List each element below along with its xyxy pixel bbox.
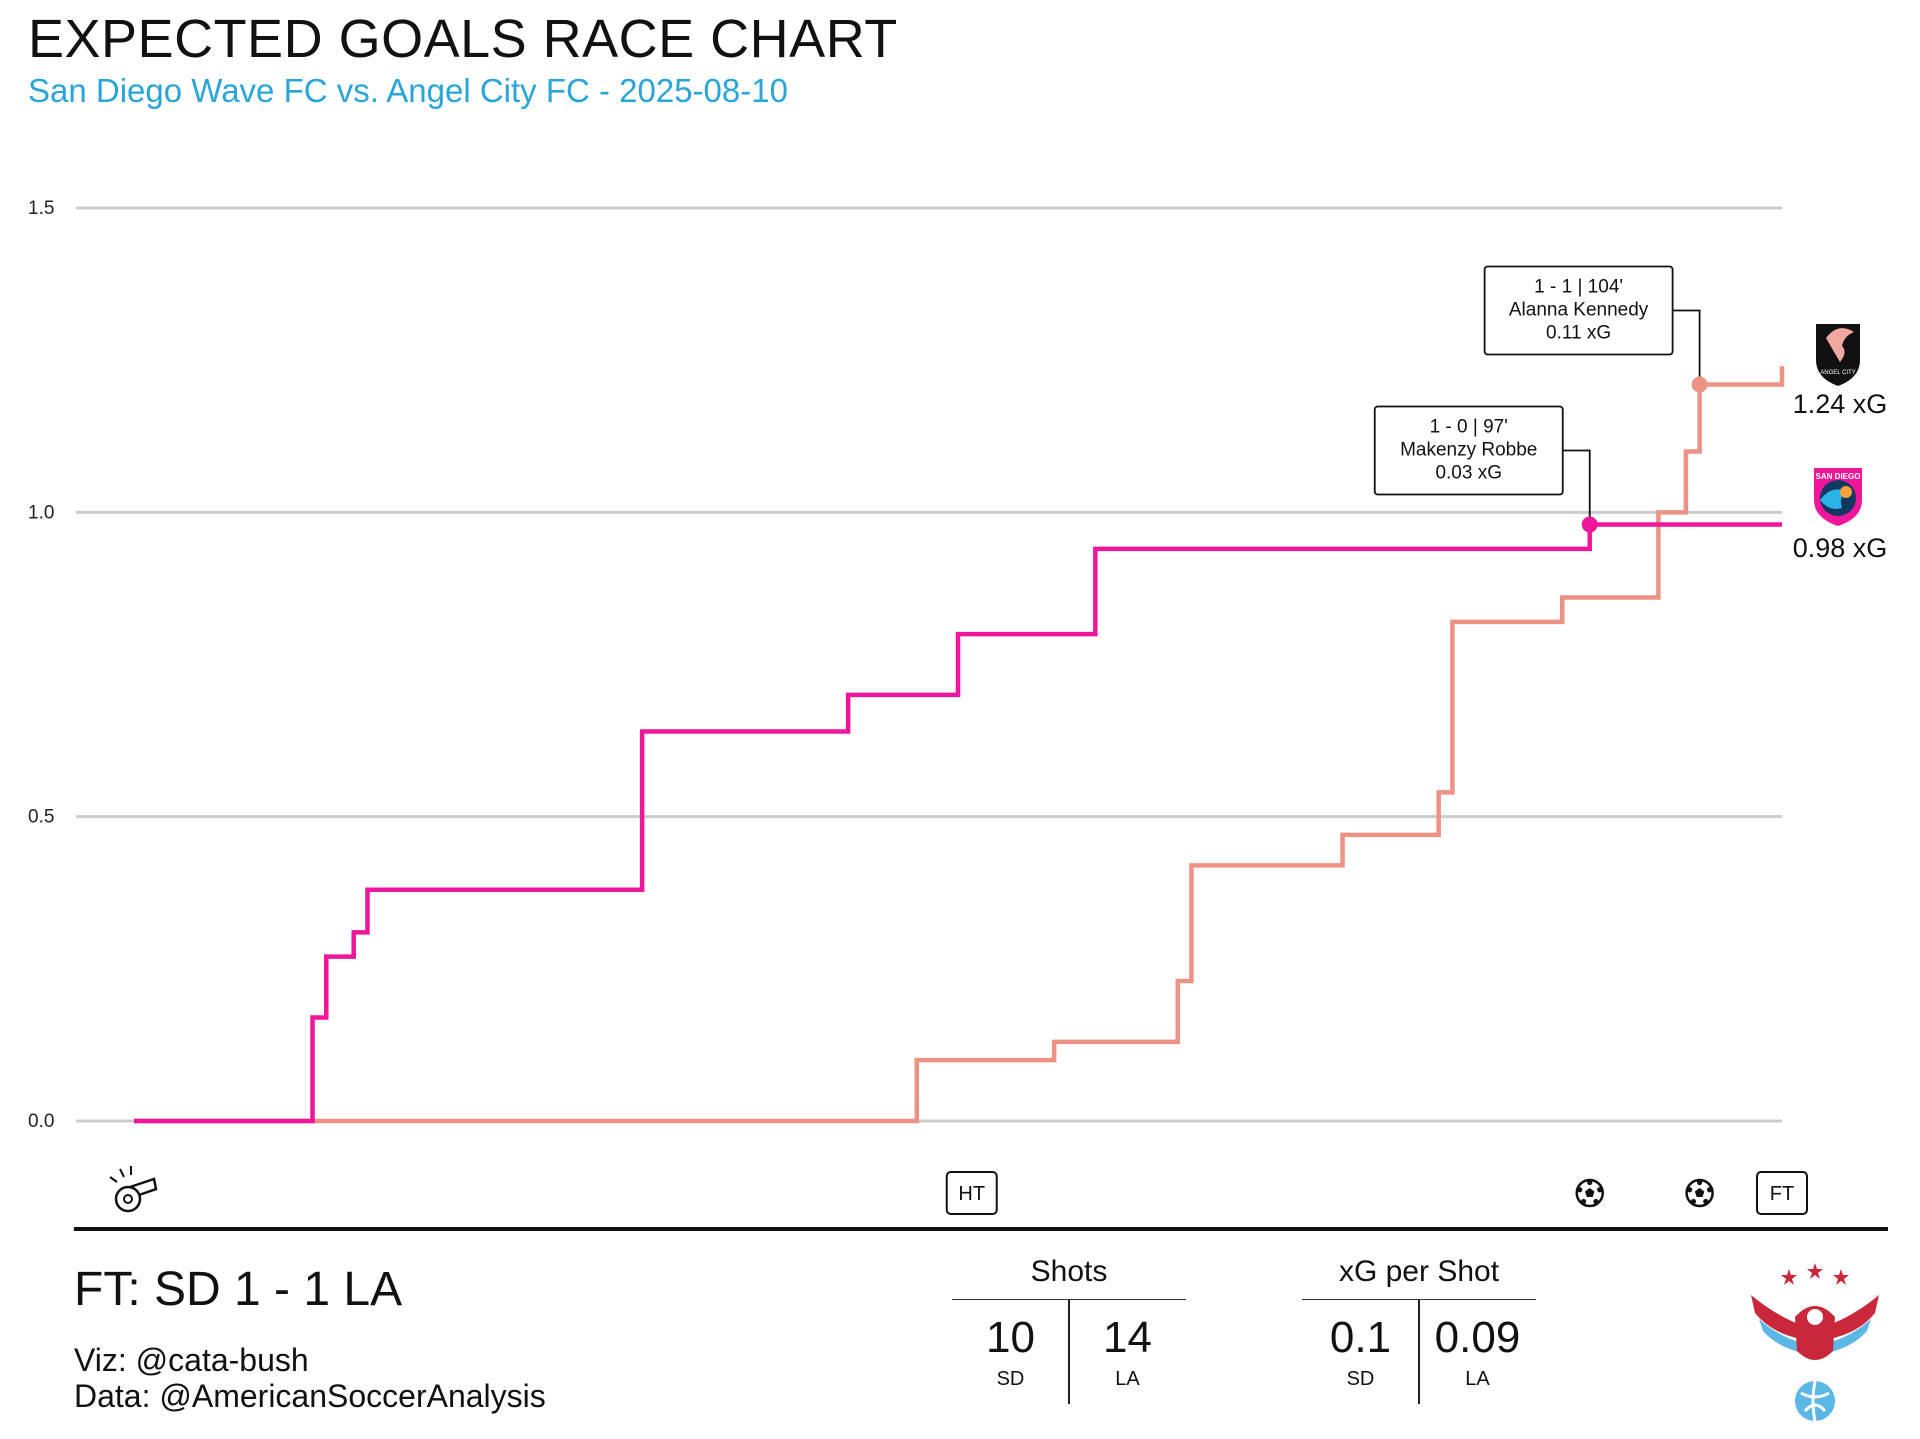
xg-per-shot-sd-label: SD bbox=[1346, 1368, 1375, 1391]
whistle-icon bbox=[109, 1166, 158, 1213]
xg-per-shot-divider bbox=[1418, 1300, 1420, 1404]
angel-city-logo: ANGEL CITY bbox=[1816, 324, 1860, 386]
whistle-hole bbox=[123, 1194, 133, 1204]
asa-eagle-logo bbox=[1751, 1263, 1879, 1422]
annotation-text-1-3: 0.11 xG bbox=[1546, 323, 1611, 344]
event-ht-marker: HT bbox=[945, 1171, 998, 1215]
annotation-leader-1 bbox=[1672, 309, 1701, 385]
soccer-ball-icon bbox=[1685, 1178, 1714, 1208]
annotation-box-0 bbox=[1373, 405, 1564, 496]
series-lines: 1.24 xG 0.98 xG bbox=[134, 366, 1888, 1124]
xg-per-shot-table: xG per Shot 0.1 SD 0.09 LA bbox=[1302, 1255, 1536, 1404]
xg-per-shot-la-value: 0.09 bbox=[1434, 1313, 1521, 1362]
san-diego-logo: SAN DIEGO bbox=[1814, 468, 1862, 526]
xg-per-shot-la-label: LA bbox=[1465, 1368, 1490, 1391]
ball-dot-3-0 bbox=[1697, 1179, 1703, 1186]
final-xg-label-la: 1.24 xG bbox=[1793, 389, 1888, 419]
y-tick-label-2: 1.0 bbox=[28, 502, 54, 523]
event-label-4: FT bbox=[1770, 1183, 1794, 1205]
event-ft-marker: FT bbox=[1756, 1171, 1808, 1215]
chart-title: EXPECTED GOALS RACE CHART bbox=[28, 9, 898, 69]
viz-credit: Viz: @cata-bush bbox=[74, 1342, 309, 1378]
final-xg-label-sd: 0.98 xG bbox=[1793, 533, 1888, 563]
series-line-sd bbox=[134, 522, 1782, 1124]
event-box-4 bbox=[1756, 1171, 1808, 1215]
xg-per-shot-sd-value: 0.1 bbox=[1329, 1313, 1392, 1362]
ball-dot-2-0 bbox=[1587, 1179, 1593, 1186]
ball-dot-2-4 bbox=[1577, 1187, 1583, 1193]
ball-patch-3 bbox=[1694, 1188, 1705, 1198]
event-markers: HT FT bbox=[109, 1166, 1808, 1215]
ball-dot-2-1 bbox=[1597, 1187, 1603, 1193]
goal-marker-la bbox=[1691, 376, 1708, 393]
annotation-text-0-3: 0.03 xG bbox=[1435, 463, 1502, 484]
annotation-text-1-1: 1 - 1 | 104' bbox=[1534, 277, 1623, 298]
ball-dot-2-2 bbox=[1593, 1198, 1599, 1205]
shots-sd-label: SD bbox=[996, 1368, 1025, 1391]
event-label-1: HT bbox=[958, 1183, 985, 1205]
y-tick-label-0: 0.0 bbox=[28, 1111, 54, 1132]
annotation-text-0-2: Makenzy Robbe bbox=[1400, 440, 1537, 461]
shots-sd-value: 10 bbox=[986, 1313, 1035, 1362]
ball-patch-2 bbox=[1584, 1188, 1595, 1198]
xg-per-shot-title: xG per Shot bbox=[1302, 1255, 1536, 1300]
annotation-text-0-1: 1 - 0 | 97' bbox=[1430, 417, 1508, 438]
ball-dot-3-1 bbox=[1706, 1187, 1713, 1193]
annotation-box-1 bbox=[1483, 265, 1674, 356]
goal-marker-sd bbox=[1581, 516, 1598, 533]
whistle-body bbox=[114, 1185, 142, 1213]
annotation-text-1-2: Alanna Kennedy bbox=[1509, 300, 1649, 321]
y-tick-label-3: 1.5 bbox=[28, 198, 54, 219]
shots-title: Shots bbox=[952, 1255, 1186, 1300]
annotation-leader-0 bbox=[1562, 449, 1591, 525]
data-credit: Data: @AmericanSoccerAnalysis bbox=[74, 1378, 546, 1414]
y-tick-label-1: 0.5 bbox=[28, 807, 54, 828]
la-logo-text: ANGEL CITY bbox=[1820, 370, 1855, 376]
ball-dot-3-4 bbox=[1687, 1187, 1693, 1193]
ball-dot-3-2 bbox=[1703, 1198, 1709, 1205]
shots-la-value: 14 bbox=[1103, 1313, 1152, 1362]
ball-dot-3-3 bbox=[1690, 1198, 1697, 1205]
event-box-1 bbox=[945, 1171, 998, 1215]
whistle-mouth bbox=[129, 1177, 158, 1197]
series-line-la bbox=[134, 366, 1785, 1124]
team-logos: ANGEL CITY SAN DIEGO bbox=[1814, 324, 1862, 526]
shots-table: Shots 10 SD 14 LA bbox=[952, 1255, 1186, 1404]
soccer-ball-icon bbox=[1575, 1178, 1604, 1208]
y-tick-labels: 0.0 0.5 1.0 1.5 bbox=[28, 198, 54, 1132]
whistle-sound bbox=[109, 1166, 132, 1183]
shots-la-label: LA bbox=[1115, 1368, 1140, 1391]
chart-subtitle: San Diego Wave FC vs. Angel City FC - 20… bbox=[28, 72, 788, 109]
sd-logo-text: SAN DIEGO bbox=[1816, 472, 1861, 481]
shots-divider bbox=[1068, 1300, 1070, 1404]
final-score: FT: SD 1 - 1 LA bbox=[74, 1263, 403, 1316]
ball-dot-2-3 bbox=[1580, 1198, 1587, 1205]
